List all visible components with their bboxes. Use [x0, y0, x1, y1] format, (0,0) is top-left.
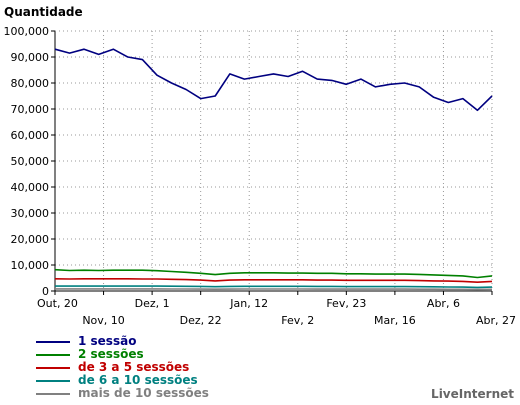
legend-label: mais de 10 sessões [78, 386, 209, 400]
x-tick-label: Abr, 6 [427, 297, 460, 310]
y-tick-label: 100,000 [4, 25, 50, 38]
series-line [54, 268, 493, 279]
line-chart: Quantidade 100,000 90,000 80,000 70,000 60,00… [4, 5, 517, 327]
y-tick-label: 0 [42, 285, 49, 298]
series-line [55, 288, 493, 291]
x-tick-label: Fev, 23 [326, 297, 366, 310]
y-tick-label: 20,000 [11, 233, 50, 246]
y-tick-label: 30,000 [11, 207, 50, 220]
x-tick-label: Mar, 16 [374, 314, 416, 327]
x-tick-label: Nov, 10 [82, 314, 124, 327]
series-line [54, 48, 493, 112]
legend-swatch [36, 393, 70, 395]
y-tick-label: 40,000 [11, 181, 50, 194]
legend-label: 1 sessão [78, 334, 137, 348]
chart-title: Quantidade [4, 5, 83, 19]
series-line [54, 277, 493, 284]
x-tick-label: Fev, 2 [281, 314, 314, 327]
legend-swatch [36, 354, 70, 356]
legend-swatch [36, 367, 70, 369]
y-tick-label: 50,000 [11, 155, 50, 168]
y-tick-label: 70,000 [11, 103, 50, 116]
y-tick-label: 90,000 [11, 51, 50, 64]
x-tick-label: Dez, 22 [180, 314, 222, 327]
y-tick-label: 10,000 [11, 259, 50, 272]
plot-area [55, 31, 492, 291]
x-tick-label: Dez, 1 [135, 297, 170, 310]
legend-label: de 3 a 5 sessões [78, 360, 190, 374]
legend-label: 2 sessões [78, 347, 144, 361]
legend-label: de 6 a 10 sessões [78, 373, 198, 387]
x-tick-label: Abr, 27 [476, 314, 516, 327]
legend-swatch [36, 380, 70, 382]
x-tick-label: Jan, 12 [229, 297, 268, 310]
y-tick-label: 80,000 [11, 77, 50, 90]
y-tick-label: 60,000 [11, 129, 50, 142]
x-tick-label: Out, 20 [37, 297, 78, 310]
credit-label: LiveInternet [431, 387, 514, 401]
legend-swatch [36, 341, 70, 343]
series-line [55, 285, 493, 289]
